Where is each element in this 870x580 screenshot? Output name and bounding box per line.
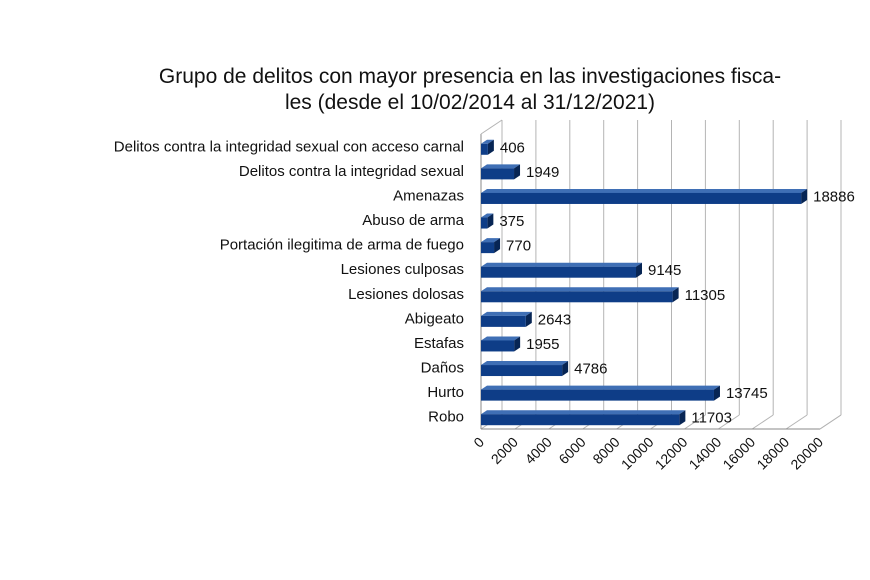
category-label: Lesiones dolosas bbox=[348, 286, 464, 303]
bar bbox=[481, 143, 488, 155]
bar-side bbox=[487, 213, 494, 229]
y-axis-depth-top bbox=[480, 119, 503, 135]
category-label: Robo bbox=[428, 409, 464, 426]
bar-top bbox=[481, 287, 679, 292]
bar bbox=[481, 266, 637, 278]
bar bbox=[481, 365, 563, 377]
category-label: Amenazas bbox=[393, 187, 464, 204]
bar bbox=[481, 192, 802, 204]
bar-value-label: 770 bbox=[506, 238, 531, 255]
bar-value-label: 1949 bbox=[526, 164, 559, 181]
category-label: Portación ilegitima de arma de fuego bbox=[220, 237, 464, 254]
bar-side bbox=[679, 410, 686, 426]
x-tick-label: 20000 bbox=[787, 434, 826, 473]
bar-side bbox=[487, 139, 494, 155]
chart-title-line-2: les (desde el 10/02/2014 al 31/12/2021) bbox=[284, 91, 656, 114]
bar bbox=[481, 291, 673, 303]
chart-title: Grupo de delitos con mayor presencia en … bbox=[140, 64, 800, 116]
category-label: Daños bbox=[421, 360, 464, 377]
bar bbox=[481, 389, 714, 401]
x-tick-label: 14000 bbox=[686, 434, 725, 473]
floor-gridline bbox=[785, 414, 808, 430]
bar-top bbox=[481, 139, 494, 144]
bar-value-label: 406 bbox=[500, 139, 525, 156]
category-label: Delitos contra la integridad sexual con … bbox=[114, 138, 464, 155]
x-tick-label: 6000 bbox=[555, 434, 588, 467]
bar-top bbox=[481, 311, 532, 316]
bar-value-label: 9145 bbox=[648, 262, 681, 279]
bar-top bbox=[481, 336, 521, 341]
bar-top bbox=[481, 361, 569, 366]
bar-value-label: 11703 bbox=[691, 410, 732, 427]
bar bbox=[481, 414, 680, 426]
category-label: Estafas bbox=[414, 335, 464, 352]
bar-side bbox=[713, 385, 720, 401]
bar-side bbox=[672, 287, 679, 303]
bar-side bbox=[636, 262, 643, 278]
floor-gridline bbox=[718, 414, 740, 430]
x-tick-label: 4000 bbox=[522, 434, 555, 467]
bar-top bbox=[481, 188, 808, 193]
category-label: Abuso de arma bbox=[362, 212, 464, 229]
category-label: Delitos contra la integridad sexual bbox=[239, 163, 464, 180]
bar-value-label: 2643 bbox=[538, 311, 571, 328]
bar-side bbox=[514, 164, 521, 180]
x-tick-label: 2000 bbox=[488, 434, 521, 467]
x-tick-label: 18000 bbox=[753, 434, 792, 473]
bar bbox=[481, 315, 526, 327]
bar-top bbox=[481, 262, 643, 267]
category-label: Abigeato bbox=[405, 310, 464, 327]
bar-side bbox=[525, 311, 532, 327]
bar-top bbox=[481, 385, 720, 390]
bar-value-label: 18886 bbox=[813, 188, 855, 205]
bar-value-label: 13745 bbox=[726, 385, 768, 402]
x-tick-label: 10000 bbox=[618, 434, 657, 473]
x-tick-label: 16000 bbox=[719, 434, 758, 473]
bar-side bbox=[514, 336, 521, 352]
bar-top bbox=[481, 213, 494, 218]
bar-top bbox=[481, 410, 686, 415]
category-label: Hurto bbox=[427, 384, 464, 401]
category-label: Lesiones culposas bbox=[341, 261, 464, 278]
bar bbox=[481, 242, 495, 254]
bar-top bbox=[481, 164, 521, 169]
x-axis-depth-end bbox=[819, 414, 842, 430]
bar-value-label: 1955 bbox=[526, 336, 559, 353]
bar bbox=[481, 217, 488, 229]
bar bbox=[481, 340, 515, 352]
x-tick-label: 0 bbox=[470, 434, 487, 451]
bar-side bbox=[494, 238, 501, 254]
bar-value-label: 4786 bbox=[574, 361, 607, 378]
bar-side bbox=[801, 188, 808, 204]
bar-side bbox=[562, 361, 569, 377]
x-tick-label: 12000 bbox=[652, 434, 691, 473]
chart-title-line-1: Grupo de delitos con mayor presencia en … bbox=[158, 65, 782, 88]
floor-gridline bbox=[684, 414, 706, 430]
bar-value-label: 11305 bbox=[685, 287, 726, 304]
floor-gridline bbox=[751, 414, 774, 430]
bar-value-label: 375 bbox=[499, 213, 524, 230]
bar-top bbox=[481, 238, 501, 243]
bar bbox=[481, 168, 515, 180]
